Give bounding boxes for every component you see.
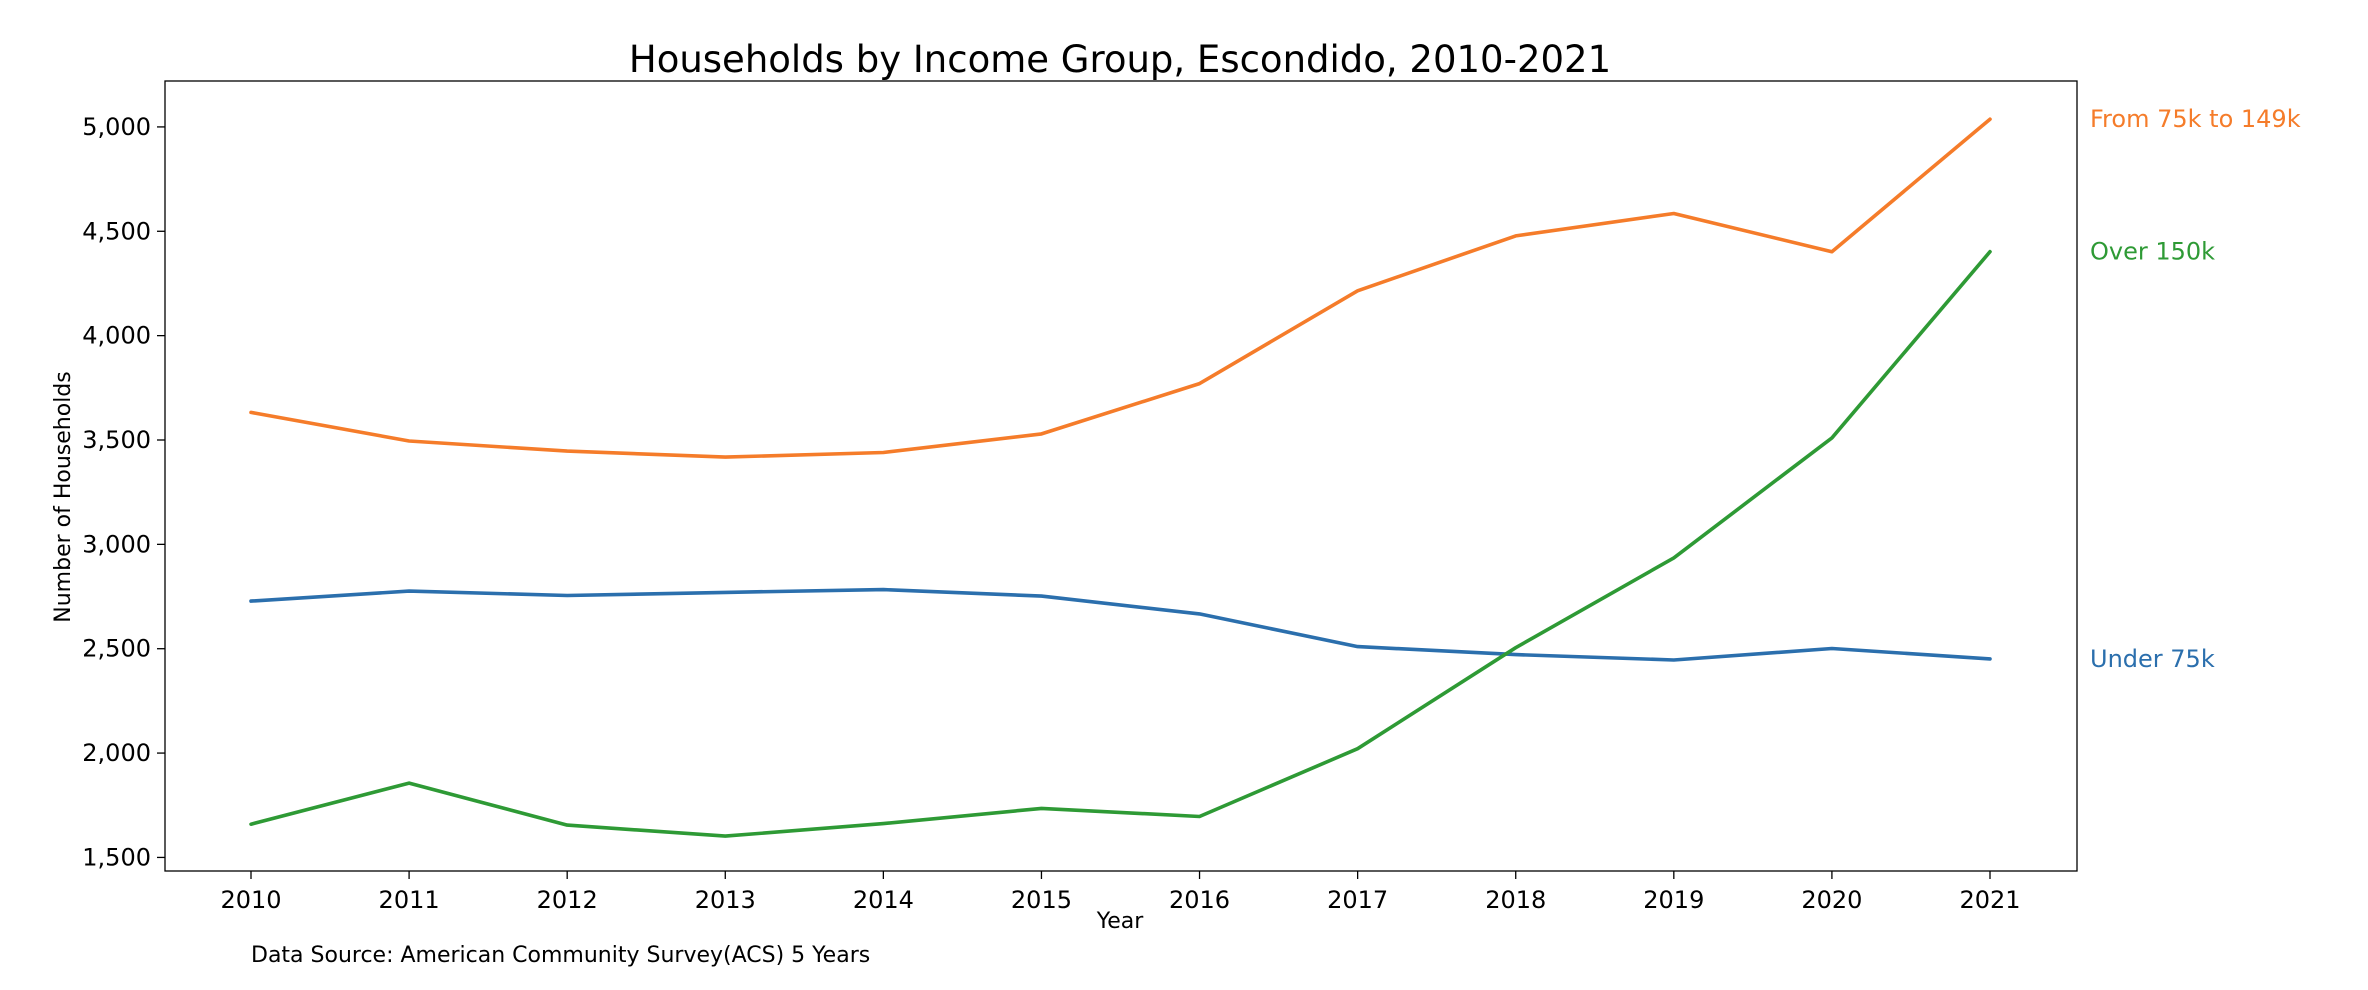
x-tick-label: 2019 (1643, 886, 1704, 914)
series-label-from-75k-to-149k: From 75k to 149k (2090, 105, 2301, 133)
x-tick-label: 2013 (695, 886, 756, 914)
series-label-under-75k: Under 75k (2090, 645, 2215, 673)
series-line-from-75k-to-149k (249, 117, 1992, 459)
y-tick-label: 5,000 (82, 113, 151, 141)
y-tick-label: 1,500 (82, 843, 151, 871)
y-tick-label: 3,000 (82, 530, 151, 558)
x-tick-label: 2021 (1959, 886, 2020, 914)
x-tick-label: 2017 (1327, 886, 1388, 914)
series-line-under-75k (249, 587, 1992, 662)
x-tick-label: 2015 (1011, 886, 1072, 914)
y-axis-label: Number of Households (51, 371, 76, 622)
x-tick-label: 2018 (1485, 886, 1546, 914)
x-tick-label: 2020 (1801, 886, 1862, 914)
plot-area-frame (164, 80, 2078, 872)
series-labels: Under 75k From 75k to 149k Over 150k (2090, 105, 2301, 673)
x-tick-label: 2014 (853, 886, 914, 914)
chart-title: Households by Income Group, Escondido, 2… (629, 38, 1611, 81)
y-tick-label: 4,000 (82, 322, 151, 350)
series-line-over-150k (249, 249, 1992, 838)
x-axis-ticks: 2010 2011 2012 2013 2014 2015 2016 2017 2018 2019… (220, 871, 2021, 914)
y-tick-label: 4,500 (82, 217, 151, 245)
x-tick-label: 2010 (220, 886, 281, 914)
series-label-over-150k: Over 150k (2090, 238, 2215, 266)
y-tick-label: 2,000 (82, 739, 151, 767)
source-note: Data Source: American Community Survey(A… (251, 943, 870, 968)
x-tick-label: 2012 (537, 886, 598, 914)
y-tick-label: 2,500 (82, 635, 151, 663)
series-lines (249, 117, 1992, 838)
x-axis-label: Year (1096, 909, 1145, 934)
y-axis-ticks: 1,500 2,000 2,500 3,000 3,500 4,000 4,500 5,000 (82, 113, 165, 871)
y-tick-label: 3,500 (82, 426, 151, 454)
x-tick-label: 2011 (379, 886, 440, 914)
x-tick-label: 2016 (1169, 886, 1230, 914)
